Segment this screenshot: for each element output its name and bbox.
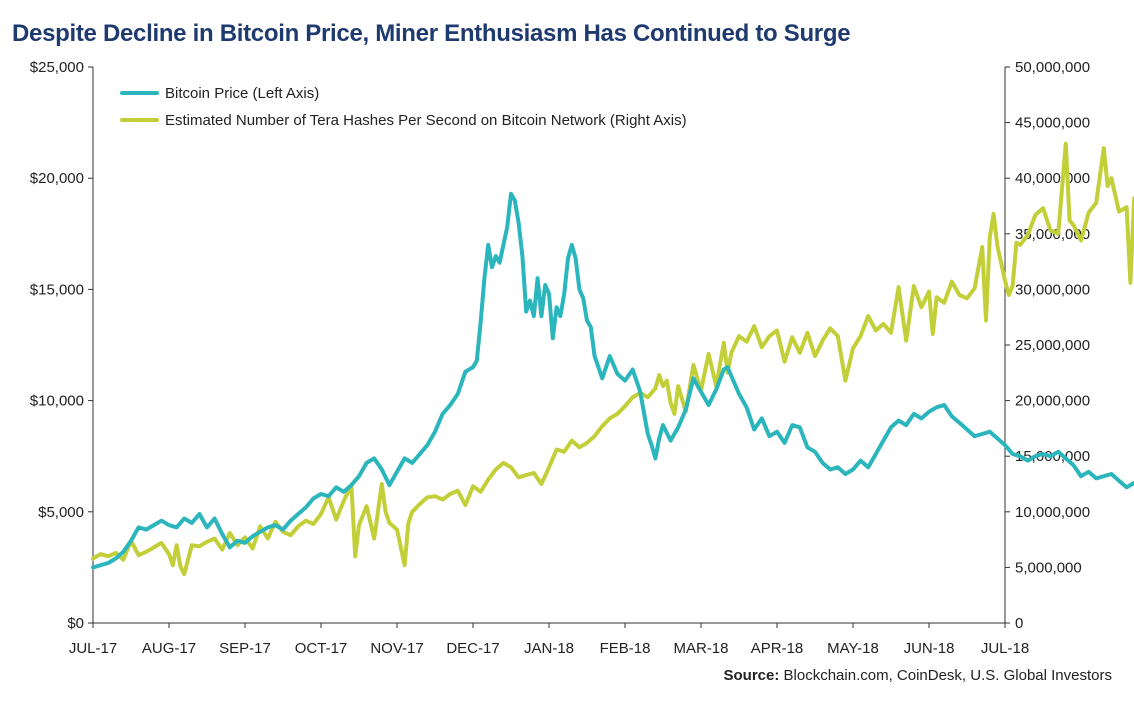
x-tick-label: NOV-17 — [370, 640, 423, 657]
left-tick-label: $15,000 — [30, 281, 84, 298]
x-tick-label: MAY-18 — [827, 640, 879, 657]
x-tick-label: FEB-18 — [600, 640, 651, 657]
x-tick-label: SEP-17 — [219, 640, 271, 657]
series-lines — [91, 141, 1134, 577]
x-tick-label: MAR-18 — [673, 640, 728, 657]
right-tick-label: 10,000,000 — [1015, 504, 1090, 521]
right-tick-label: 35,000,000 — [1015, 226, 1090, 243]
right-tick-label: 0 — [1015, 615, 1023, 632]
right-tick-label: 50,000,000 — [1015, 59, 1090, 76]
right-tick-label: 30,000,000 — [1015, 281, 1090, 298]
x-tick-label: JUL-17 — [69, 640, 117, 657]
left-tick-label: $0 — [67, 615, 84, 632]
right-tick-label: 20,000,000 — [1015, 393, 1090, 410]
legend-label-hashrate: Estimated Number of Tera Hashes Per Seco… — [165, 112, 687, 129]
source-label: Source: — [723, 667, 780, 684]
bitcoin-price-line — [91, 191, 1134, 570]
right-tick-label: 45,000,000 — [1015, 115, 1090, 132]
chart-title: Despite Decline in Bitcoin Price, Miner … — [12, 20, 851, 47]
source-note: Source: Blockchain.com, CoinDesk, U.S. G… — [724, 667, 1113, 684]
left-tick-label: $20,000 — [30, 170, 84, 187]
x-tick-label: APR-18 — [751, 640, 804, 657]
x-tick-label: AUG-17 — [142, 640, 196, 657]
left-tick-label: $5,000 — [38, 504, 84, 521]
right-tick-label: 5,000,000 — [1015, 559, 1082, 576]
x-tick-label: DEC-17 — [446, 640, 499, 657]
x-tick-label: JUL-18 — [981, 640, 1029, 657]
source-text: Blockchain.com, CoinDesk, U.S. Global In… — [783, 667, 1112, 684]
right-tick-label: 25,000,000 — [1015, 337, 1090, 354]
hash-rate-line — [91, 141, 1134, 577]
x-tick-label: OCT-17 — [295, 640, 348, 657]
axes: $0 $5,000 $10,000 $15,000 $20,000 $25,000 0 5,0… — [30, 59, 1090, 657]
x-tick-label: JAN-18 — [524, 640, 574, 657]
x-tick-label: JUN-18 — [904, 640, 955, 657]
left-tick-label: $10,000 — [30, 393, 84, 410]
right-tick-label: 40,000,000 — [1015, 170, 1090, 187]
legend: Bitcoin Price (Left Axis) Estimated Numbe… — [120, 85, 687, 129]
left-tick-label: $25,000 — [30, 59, 84, 76]
legend-label-price: Bitcoin Price (Left Axis) — [165, 85, 319, 102]
